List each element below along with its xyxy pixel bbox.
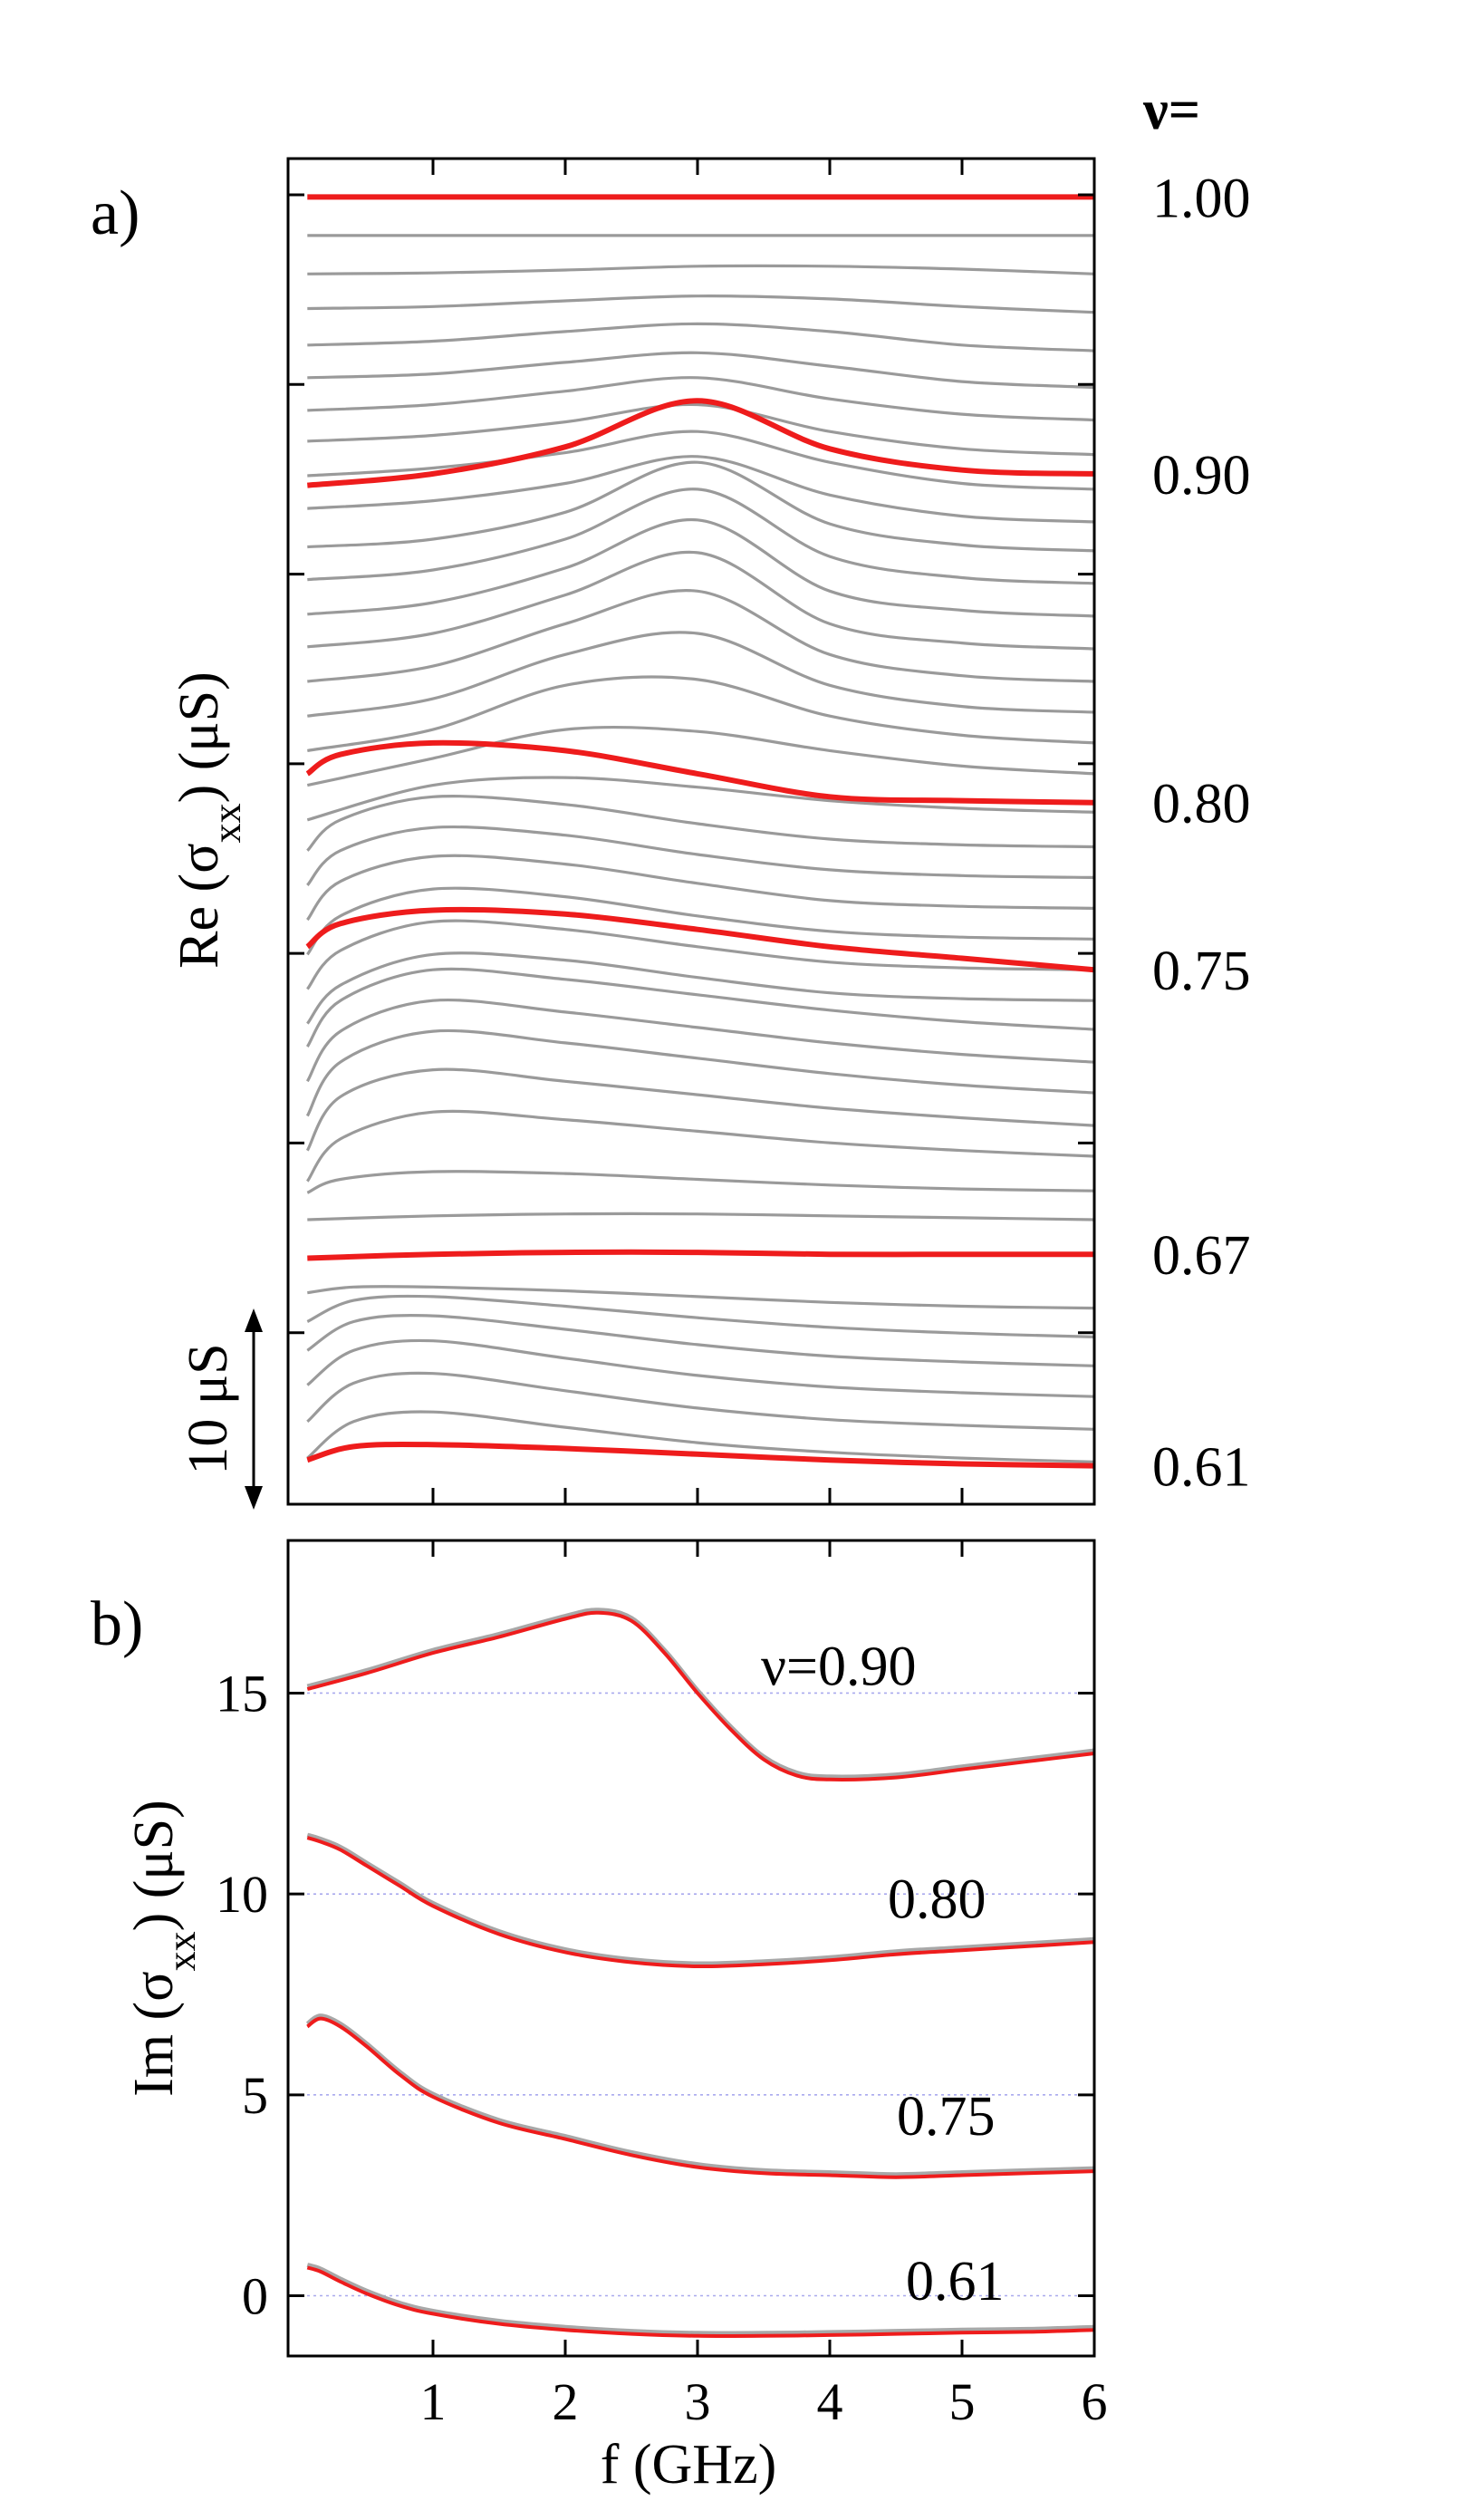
panel-a-ylabel: Re (σxx) (μS): [168, 671, 249, 969]
trace: [307, 376, 1095, 422]
data-series: [306, 2265, 1095, 2339]
nu-label: 0.90: [1152, 445, 1251, 507]
trace: [306, 854, 1095, 922]
trace: [307, 675, 1095, 752]
data-series: [306, 2016, 1095, 2179]
panel-b-label: b): [91, 1589, 143, 1659]
trace: [306, 1294, 1095, 1338]
trace: [307, 351, 1095, 390]
trace: [307, 294, 1095, 314]
series-label: 0.61: [906, 2251, 1005, 2312]
trace: [307, 631, 1095, 718]
trace: [306, 919, 1095, 990]
scale-bar-arrow-up-icon: [245, 1308, 263, 1332]
trace: [306, 1338, 1095, 1398]
trace: [306, 886, 1095, 956]
trace: [305, 1109, 1095, 1183]
trace: [307, 518, 1095, 618]
panel-a: a) ν= 1.00 0.90 0.80 0.75 0.67 0.61 Re (σxx) …: [91, 80, 1251, 1510]
fit-curve: [306, 1608, 1095, 1780]
scale-bar-label: 10 μS: [178, 1343, 239, 1474]
panel-a-nu-labels: 1.00 0.90 0.80 0.75 0.67 0.61: [1152, 168, 1251, 1498]
trace: [305, 1067, 1095, 1152]
trace: [306, 776, 1095, 822]
trace: [307, 455, 1095, 524]
nu-label: 1.00: [1152, 168, 1251, 229]
panel-b-series-labels: ν=0.90 0.80 0.75 0.61: [761, 1637, 1005, 2312]
trace: [307, 402, 1095, 457]
x-tick-label: 4: [817, 2372, 843, 2431]
trace: [305, 998, 1095, 1083]
highlighted-trace: [305, 739, 1095, 806]
trace: [306, 825, 1095, 887]
nu-label: 0.80: [1152, 774, 1251, 835]
nu-label: 0.67: [1152, 1225, 1251, 1287]
x-axis-label: f (GHz): [601, 2434, 777, 2496]
fit-curve: [306, 1832, 1095, 1966]
series-label: 0.75: [897, 2086, 996, 2148]
panel-b-frame: [286, 1539, 1096, 2358]
trace: [307, 588, 1095, 683]
y-tick-label: 10: [216, 1865, 268, 1924]
x-tick-label: 1: [420, 2372, 447, 2431]
trace: [306, 1170, 1095, 1194]
trace: [306, 1314, 1095, 1367]
data-series: [306, 1836, 1095, 1969]
x-tick-label: 3: [685, 2372, 711, 2431]
trace: [306, 1410, 1095, 1463]
panel-a-frame: [286, 157, 1096, 1506]
trace: [305, 1028, 1095, 1117]
panel-a-ticks: [288, 159, 1096, 1504]
panel-a-traces: [305, 194, 1095, 1469]
fit-curve: [305, 2013, 1095, 2177]
highlighted-trace: [306, 1441, 1095, 1469]
fit-curve: [306, 2263, 1095, 2336]
panel-b: b) 1 2 3 4 5 6 0 5 10 15 ν=0.90 0.80 0.75 0.61 Im (σ…: [91, 1539, 1108, 2496]
highlighted-trace: [307, 1249, 1094, 1261]
y-tick-label: 0: [242, 2266, 268, 2325]
x-tick-label: 6: [1082, 2372, 1108, 2431]
series-label: ν=0.90: [761, 1637, 917, 1698]
nu-label: 0.61: [1152, 1437, 1251, 1499]
trace: [306, 951, 1095, 1025]
scale-bar: 10 μS: [178, 1308, 263, 1510]
trace: [307, 264, 1095, 275]
x-tick-label: 5: [949, 2372, 976, 2431]
scale-bar-arrow-down-icon: [245, 1486, 263, 1510]
nu-label: 0.75: [1152, 941, 1251, 1002]
panel-b-ticks: 1 2 3 4 5 6 0 5 10 15: [216, 1540, 1108, 2431]
trace: [307, 430, 1095, 491]
trace: [306, 1371, 1095, 1431]
panel-b-series: [305, 1608, 1095, 2339]
y-tick-label: 5: [242, 2066, 268, 2125]
nu-legend-header: ν=: [1142, 80, 1200, 141]
trace: [307, 322, 1095, 352]
trace: [307, 550, 1095, 651]
panel-a-label: a): [91, 179, 140, 248]
trace: [306, 725, 1095, 787]
panel-b-ylabel: Im (σxx) (μS): [123, 1800, 204, 2097]
trace: [307, 488, 1095, 585]
series-label: 0.80: [888, 1869, 986, 1931]
trace: [307, 460, 1095, 553]
panel-b-grid: [288, 1692, 1094, 2297]
trace: [307, 1212, 1095, 1221]
trace: [306, 795, 1095, 852]
highlighted-trace: [307, 398, 1095, 488]
x-tick-label: 2: [553, 2372, 579, 2431]
y-tick-label: 15: [216, 1664, 268, 1723]
trace: [305, 967, 1095, 1048]
trace: [307, 1285, 1095, 1310]
highlighted-trace: [305, 906, 1095, 973]
data-series: [306, 1610, 1095, 1781]
